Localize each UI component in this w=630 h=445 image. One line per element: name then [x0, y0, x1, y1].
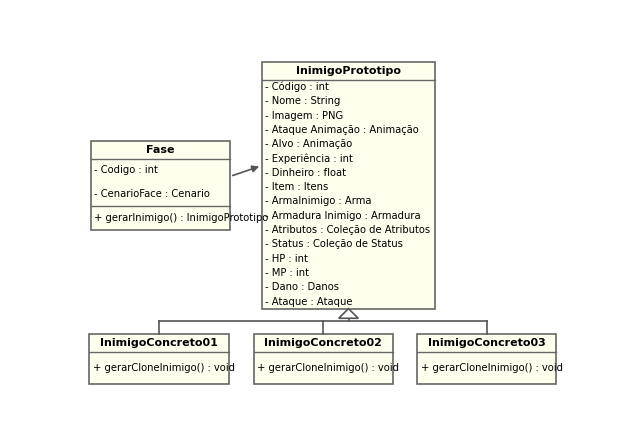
Text: - Atributos : Coleção de Atributos: - Atributos : Coleção de Atributos	[265, 225, 430, 235]
Text: InimigoConcreto03: InimigoConcreto03	[428, 338, 546, 348]
Polygon shape	[339, 309, 358, 318]
Text: + gerarCloneInimigo() : void: + gerarCloneInimigo() : void	[421, 363, 563, 373]
Text: - CenarioFace : Cenario: - CenarioFace : Cenario	[94, 189, 210, 199]
Text: + gerarCloneInimigo() : void: + gerarCloneInimigo() : void	[257, 363, 399, 373]
Text: + gerarInimigo() : InimigoPrototipo: + gerarInimigo() : InimigoPrototipo	[94, 213, 268, 223]
Bar	[89, 334, 229, 384]
Text: - MP : int: - MP : int	[265, 268, 309, 278]
Bar	[253, 334, 392, 384]
Text: - Nome : String: - Nome : String	[265, 96, 341, 106]
Text: - Ataque Animação : Animação: - Ataque Animação : Animação	[265, 125, 419, 135]
Text: - Experiência : int: - Experiência : int	[265, 153, 353, 164]
Text: - Codigo : int: - Codigo : int	[94, 166, 158, 175]
Text: - Dinheiro : float: - Dinheiro : float	[265, 168, 347, 178]
Text: - Código : int: - Código : int	[265, 82, 329, 92]
Text: - HP : int: - HP : int	[265, 254, 308, 263]
Bar	[262, 62, 435, 309]
Text: InimigoConcreto01: InimigoConcreto01	[100, 338, 218, 348]
Bar	[417, 334, 556, 384]
Text: - Imagem : PNG: - Imagem : PNG	[265, 110, 343, 121]
Text: Fase: Fase	[146, 145, 175, 155]
Text: - Ataque : Ataque: - Ataque : Ataque	[265, 296, 353, 307]
Text: - Armadura Inimigo : Armadura: - Armadura Inimigo : Armadura	[265, 210, 421, 221]
Text: - ArmaInimigo : Arma: - ArmaInimigo : Arma	[265, 196, 372, 206]
Text: InimigoPrototipo: InimigoPrototipo	[296, 66, 401, 76]
Text: - Alvo : Animação: - Alvo : Animação	[265, 139, 353, 149]
Text: InimigoConcreto02: InimigoConcreto02	[264, 338, 382, 348]
Text: - Item : Itens: - Item : Itens	[265, 182, 328, 192]
Bar	[91, 141, 230, 230]
Text: + gerarCloneInimigo() : void: + gerarCloneInimigo() : void	[93, 363, 235, 373]
Text: - Status : Coleção de Status: - Status : Coleção de Status	[265, 239, 403, 249]
Text: - Dano : Danos: - Dano : Danos	[265, 282, 340, 292]
